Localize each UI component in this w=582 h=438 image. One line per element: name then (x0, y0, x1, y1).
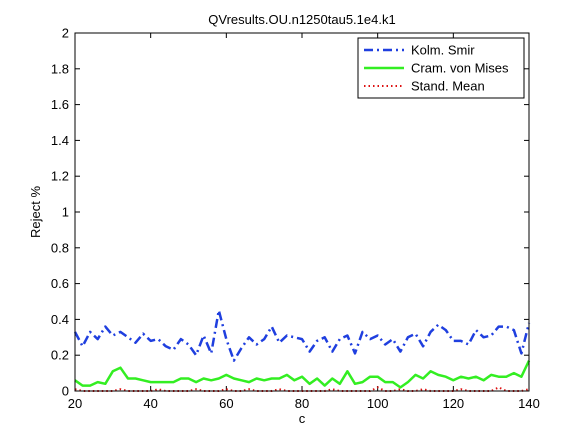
legend-label-3: Stand. Mean (411, 79, 485, 94)
legend-label-1: Kolm. Smir (411, 43, 475, 58)
y-tick-label: 2 (62, 26, 69, 41)
tick-labels: 20 40 60 80 100 120 140 0 0.2 0.4 0.6 0.8 1 1.2 1.4 1.6… (51, 26, 540, 412)
y-tick-label: 1.8 (51, 61, 69, 76)
plot-frame (74, 32, 530, 392)
y-tick-label: 1.6 (51, 97, 69, 112)
legend: Kolm. Smir Cram. von Mises Stand. Mean (357, 37, 525, 99)
x-axis-label: c (299, 411, 306, 426)
y-tick-label: 0.6 (51, 276, 69, 291)
x-tick-label: 120 (442, 396, 464, 411)
x-tick-label: 40 (143, 396, 157, 411)
y-tick-label: 1.4 (51, 133, 69, 148)
x-tick-label: 140 (518, 396, 540, 411)
x-tick-label: 80 (295, 396, 309, 411)
series-line-2 (74, 360, 531, 389)
x-tick-label: 60 (219, 396, 233, 411)
y-tick-label: 0.8 (51, 240, 69, 255)
x-tick-label: 100 (367, 396, 389, 411)
y-tick-label: 1.2 (51, 169, 69, 184)
y-tick-label: 0 (62, 384, 69, 399)
y-tick-label: 0.4 (51, 312, 69, 327)
y-tick-label: 1 (62, 205, 69, 220)
chart-title: QVresults.OU.n1250tau5.1e4.k1 (208, 12, 395, 27)
x-tick-label: 20 (68, 396, 82, 411)
series-line-1 (73, 309, 531, 362)
y-axis-label: Reject % (28, 186, 43, 238)
legend-label-2: Cram. von Mises (411, 61, 509, 76)
y-tick-label: 0.2 (51, 348, 69, 363)
